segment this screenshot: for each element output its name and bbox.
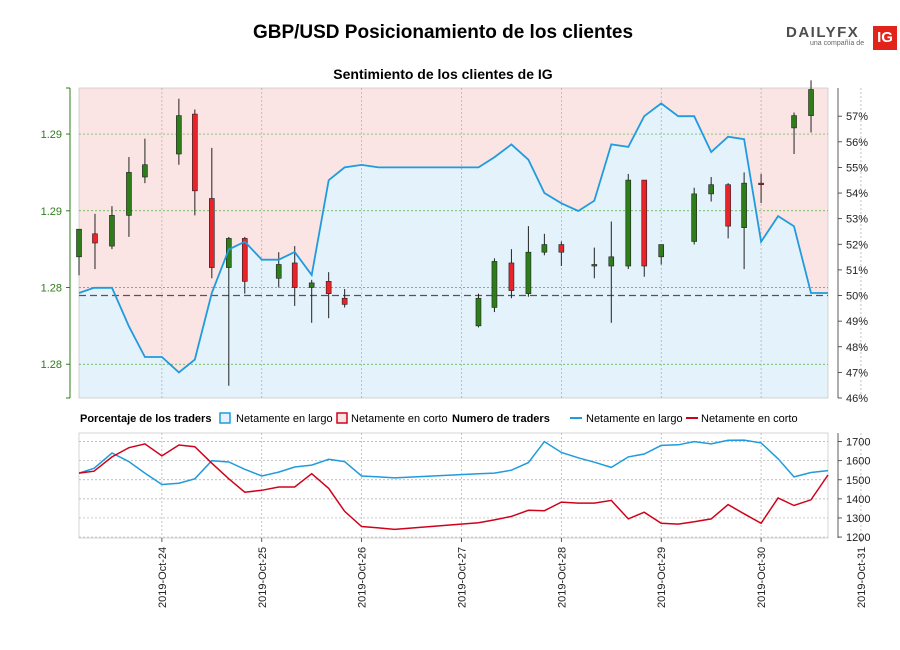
bearish-candle <box>558 244 565 253</box>
bullish-candle <box>142 164 148 178</box>
sentiment-tick-label: 47% <box>846 367 868 379</box>
sentiment-tick-label: 48% <box>846 342 868 354</box>
legend: Porcentaje de los traders Netamente en l… <box>80 412 798 425</box>
bullish-candle <box>76 228 82 258</box>
bearish-candle <box>209 198 215 268</box>
legend-pct-short-swatch <box>336 412 348 424</box>
lower-plot-frame <box>78 432 829 539</box>
bullish-candle <box>109 215 115 247</box>
sentiment-tick-label: 50% <box>846 291 868 303</box>
x-tick-label: 2019-Oct-28 <box>556 547 568 608</box>
traders-short-line <box>78 443 829 531</box>
x-tick-label: 2019-Oct-25 <box>257 547 269 608</box>
sentiment-tick-label: 52% <box>846 239 868 251</box>
ig-logo-badge: IG <box>873 26 897 50</box>
legend-num-short: Netamente en corto <box>701 413 798 425</box>
bullish-candle <box>658 244 665 258</box>
traders-tick-label: 1700 <box>846 437 870 449</box>
bullish-candle <box>275 264 282 279</box>
bullish-candle <box>791 115 797 129</box>
price-candles <box>76 80 814 386</box>
bullish-candle <box>308 282 315 288</box>
bearish-candle <box>325 281 332 294</box>
bearish-candle <box>641 179 648 267</box>
bullish-candle <box>808 89 814 116</box>
traders-long-line <box>78 439 829 486</box>
price-tick-label: 1.29 <box>41 129 62 141</box>
bearish-candle <box>92 233 98 244</box>
bullish-candle <box>226 238 232 268</box>
bearish-candle <box>758 182 764 185</box>
price-tick-label: 1.28 <box>41 283 62 295</box>
chart-subtitle: Sentimiento de los clientes de IG <box>333 66 553 82</box>
traders-tick-label: 1600 <box>846 456 870 468</box>
legend-pct-title: Porcentaje de los traders <box>80 413 211 425</box>
sentiment-tick-label: 51% <box>846 265 868 277</box>
legend-num-long: Netamente en largo <box>586 413 683 425</box>
bullish-candle <box>491 261 498 308</box>
x-tick-label: 2019-Oct-30 <box>756 547 768 608</box>
traders-tick-label: 1200 <box>846 532 870 544</box>
dailyfx-logo: DAILYFX una compañía de IG <box>786 24 898 50</box>
x-tick-label: 2019-Oct-26 <box>357 547 369 608</box>
bullish-candle <box>176 115 182 155</box>
bullish-candle <box>608 256 615 267</box>
sentiment-tick-label: 57% <box>846 111 868 123</box>
sentiment-background <box>78 87 829 539</box>
bullish-candle <box>691 193 697 242</box>
bullish-candle <box>525 251 532 294</box>
sentiment-tick-label: 53% <box>846 214 868 226</box>
axes: 2019-Oct-24 2019-Oct-25 2019-Oct-26 2019-Oc… <box>41 87 870 608</box>
x-tick-label: 2019-Oct-31 <box>856 547 868 608</box>
bullish-candle <box>126 172 132 216</box>
sentiment-tick-label: 55% <box>846 162 868 174</box>
x-tick-label: 2019-Oct-29 <box>656 547 668 608</box>
bearish-candle <box>725 184 731 227</box>
price-tick-label: 1.28 <box>41 359 62 371</box>
sentiment-tick-label: 54% <box>846 188 868 200</box>
bearish-candle <box>291 262 298 288</box>
x-tick-label: 2019-Oct-24 <box>157 547 169 608</box>
bullish-candle <box>708 184 714 195</box>
sentiment-line <box>78 102 828 374</box>
bullish-candle <box>541 244 548 253</box>
legend-pct-short: Netamente en corto <box>351 413 448 425</box>
traders-tick-label: 1500 <box>846 475 870 487</box>
logo-text: DAILYFX <box>786 24 860 41</box>
sentiment-tick-label: 46% <box>846 393 868 405</box>
traders-chart <box>78 439 829 531</box>
traders-tick-label: 1300 <box>846 513 870 525</box>
grid <box>79 88 862 538</box>
sentiment-tick-label: 56% <box>846 137 868 149</box>
bullish-candle <box>625 179 632 267</box>
legend-pct-long: Netamente en largo <box>236 413 333 425</box>
logo-subtext: una compañía de <box>810 40 865 47</box>
bearish-candle <box>341 297 348 305</box>
legend-pct-long-swatch <box>219 412 231 424</box>
traders-tick-label: 1400 <box>846 494 870 506</box>
bearish-candle <box>241 238 248 282</box>
price-tick-label: 1.29 <box>41 206 62 218</box>
bullish-candle <box>475 297 482 327</box>
bullish-candle <box>591 264 598 267</box>
short-sentiment-area <box>79 88 828 373</box>
long-sentiment-line <box>78 102 828 374</box>
page-title: GBP/USD Posicionamiento de los clientes <box>252 22 634 43</box>
sentiment-tick-label: 49% <box>846 316 868 328</box>
x-tick-label: 2019-Oct-27 <box>456 547 468 608</box>
bullish-candle <box>741 182 747 228</box>
bearish-candle <box>192 113 198 192</box>
legend-num-title: Numero de traders <box>452 413 550 425</box>
bearish-candle <box>508 262 515 291</box>
long-sentiment-area <box>79 103 828 399</box>
